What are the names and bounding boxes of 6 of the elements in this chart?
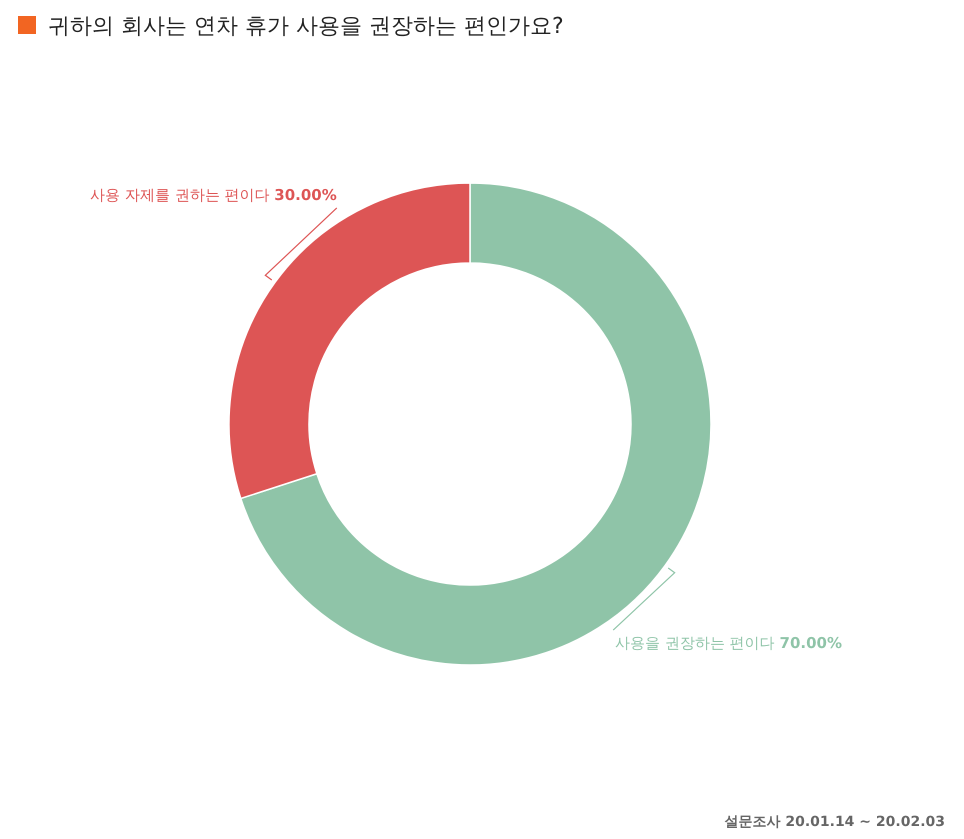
data-label: 30.00% <box>274 186 337 204</box>
slice-label: 사용을 권장하는 편이다 <box>615 634 780 652</box>
slice-label: 사용 자제를 권하는 편이다 <box>90 186 274 204</box>
text: 설문조사 20.01.14 ~ 20.02.03 <box>724 814 945 830</box>
data-label: 70.00% <box>780 634 842 652</box>
chart-title: 귀하의 회사는 연차 휴가 사용을 권장하는 편인가요? <box>48 14 564 39</box>
